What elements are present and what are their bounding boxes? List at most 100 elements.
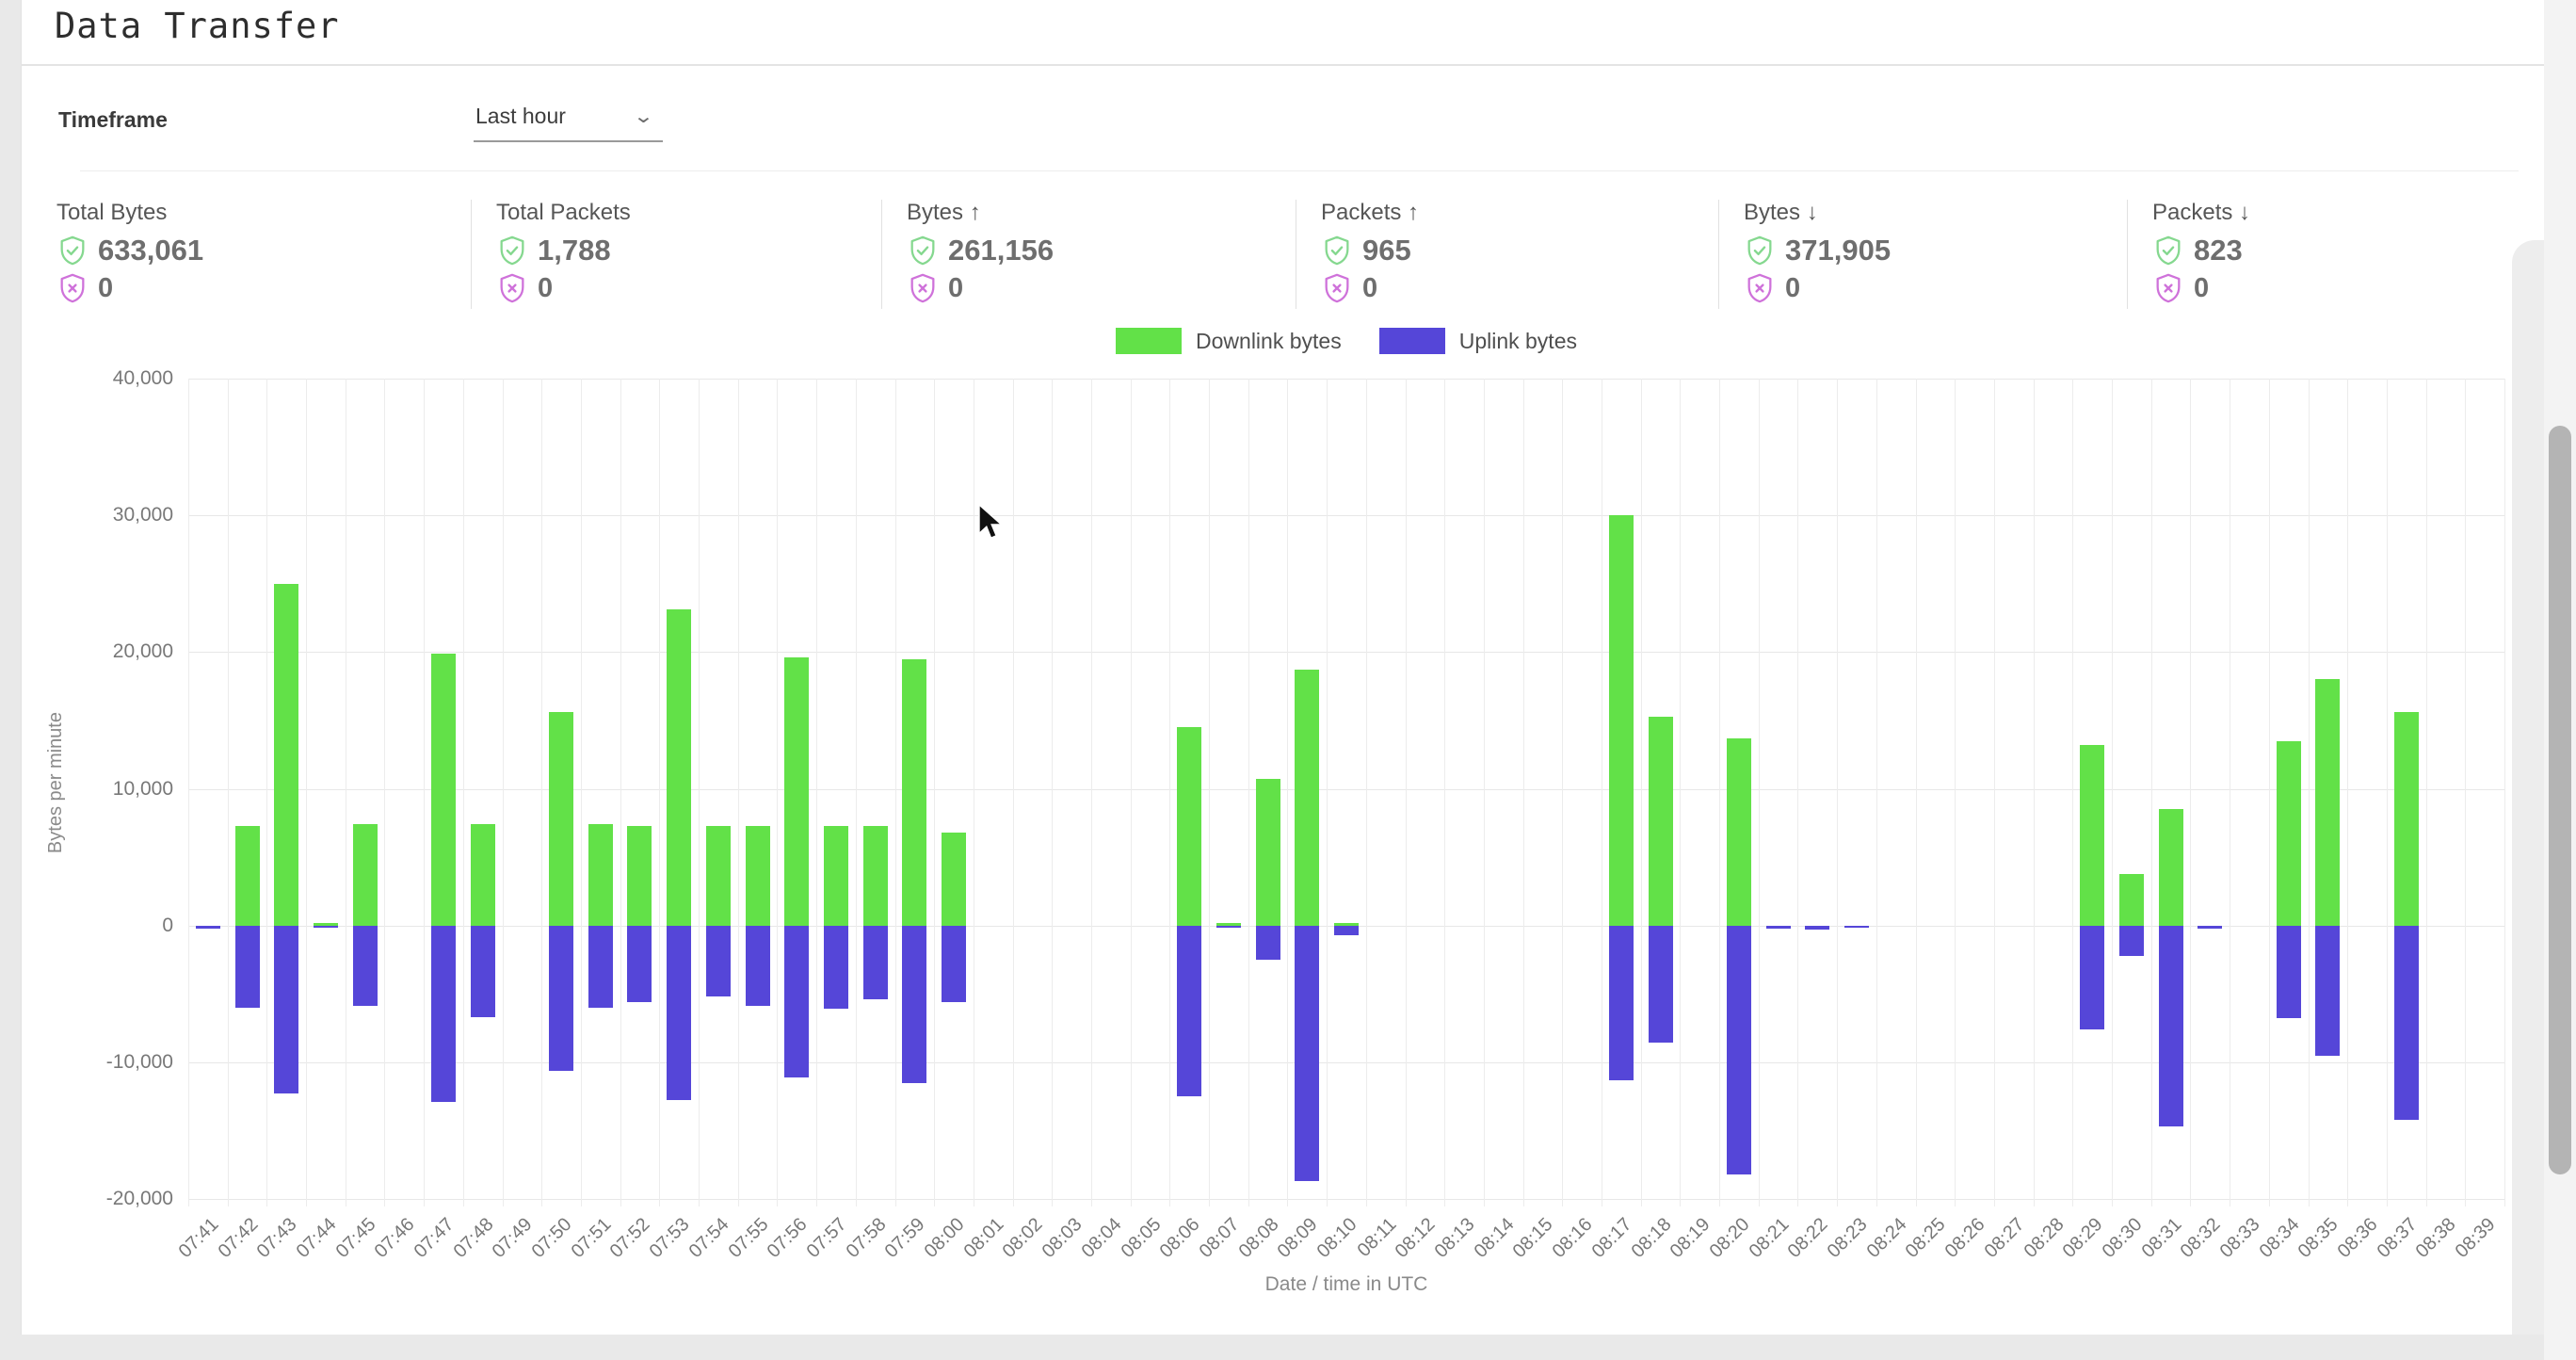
stat-err-value: 0 (1362, 272, 1378, 303)
downlink-bar-07:52[interactable] (627, 825, 652, 926)
chart-legend: Downlink bytes Uplink bytes (188, 328, 2504, 354)
downlink-bar-07:42[interactable] (234, 825, 260, 926)
downlink-bar-07:48[interactable] (470, 824, 495, 926)
downlink-bar-07:51[interactable] (588, 824, 613, 926)
uplink-bar-08:08[interactable] (1255, 925, 1280, 960)
stat-card: Total Bytes 633,061 0 (56, 200, 471, 309)
downlink-bar-08:18[interactable] (1648, 716, 1673, 926)
scrollbar-thumb[interactable] (2549, 426, 2571, 1174)
y-axis-tick: 30,000 (112, 504, 173, 526)
downlink-bar-07:54[interactable] (705, 825, 731, 926)
legend-swatch (1116, 328, 1183, 354)
downlink-bar-08:17[interactable] (1608, 515, 1634, 926)
downlink-bar-08:06[interactable] (1177, 727, 1202, 926)
uplink-bar-07:52[interactable] (627, 925, 652, 1002)
stat-label: Total Bytes (56, 200, 168, 225)
uplink-bar-07:43[interactable] (274, 925, 299, 1094)
gridline-vertical (1719, 379, 1721, 1206)
uplink-bar-07:57[interactable] (823, 925, 848, 1010)
uplink-bar-07:59[interactable] (902, 925, 927, 1083)
timeframe-select[interactable]: Last hour ⌄ (474, 98, 663, 142)
uplink-bar-08:34[interactable] (2276, 925, 2301, 1019)
uplink-bar-07:51[interactable] (588, 925, 613, 1008)
downlink-bar-08:08[interactable] (1255, 779, 1280, 926)
uplink-bar-08:10[interactable] (1334, 925, 1359, 935)
uplink-bar-08:00[interactable] (942, 925, 967, 1002)
gridline-vertical (2268, 379, 2270, 1206)
uplink-bar-07:56[interactable] (784, 925, 810, 1077)
uplink-bar-08:09[interactable] (1295, 925, 1320, 1182)
uplink-bar-08:06[interactable] (1177, 925, 1202, 1097)
uplink-bar-08:07[interactable] (1216, 925, 1241, 928)
uplink-bar-07:48[interactable] (470, 925, 495, 1017)
downlink-bar-08:34[interactable] (2276, 740, 2301, 926)
downlink-bar-07:44[interactable] (313, 923, 338, 926)
stat-ok-value: 633,061 (98, 234, 204, 267)
downlink-bar-08:10[interactable] (1334, 923, 1359, 926)
gridline-vertical (1090, 379, 1092, 1206)
downlink-bar-07:43[interactable] (274, 583, 299, 926)
stat-card: Packets ↑ 965 0 (1296, 200, 1718, 309)
uplink-bar-08:20[interactable] (1726, 925, 1751, 1174)
uplink-bar-07:42[interactable] (234, 925, 260, 1008)
uplink-bar-08:17[interactable] (1608, 925, 1634, 1080)
gridline-vertical (1915, 379, 1917, 1206)
uplink-bar-07:58[interactable] (862, 925, 888, 1000)
downlink-bar-08:37[interactable] (2393, 712, 2419, 926)
gridline-vertical (2425, 379, 2427, 1206)
uplink-bar-07:44[interactable] (313, 925, 338, 928)
legend-item-downlink-bytes[interactable]: Downlink bytes (1116, 328, 1342, 354)
legend-item-uplink-bytes[interactable]: Uplink bytes (1378, 328, 1577, 354)
uplink-bar-08:21[interactable] (1765, 925, 1791, 930)
uplink-bar-07:55[interactable] (745, 925, 770, 1007)
uplink-bar-08:23[interactable] (1844, 925, 1870, 928)
shield-x-icon (500, 273, 524, 303)
gridline-vertical (462, 379, 464, 1206)
uplink-bar-08:29[interactable] (2080, 925, 2105, 1029)
uplink-bar-08:30[interactable] (2118, 925, 2144, 956)
downlink-bar-07:45[interactable] (352, 824, 378, 926)
shield-check-icon (910, 235, 935, 266)
downlink-bar-07:47[interactable] (431, 653, 457, 926)
downlink-bar-08:35[interactable] (2315, 679, 2341, 926)
uplink-bar-08:22[interactable] (1805, 925, 1830, 930)
downlink-bar-07:53[interactable] (667, 609, 692, 926)
downlink-bar-07:57[interactable] (823, 825, 848, 926)
uplink-bar-08:31[interactable] (2158, 925, 2183, 1127)
shield-x-icon (60, 273, 85, 303)
downlink-bar-08:20[interactable] (1726, 737, 1751, 926)
downlink-bar-07:56[interactable] (784, 657, 810, 926)
downlink-bar-08:30[interactable] (2118, 873, 2144, 926)
uplink-bar-08:37[interactable] (2393, 925, 2419, 1120)
gridline-vertical (1993, 379, 1995, 1206)
gridline-vertical (659, 379, 661, 1206)
gridline-vertical (580, 379, 582, 1206)
uplink-bar-07:50[interactable] (549, 925, 574, 1071)
downlink-bar-08:29[interactable] (2080, 745, 2105, 926)
downlink-bar-07:58[interactable] (862, 825, 888, 926)
downlink-bar-07:59[interactable] (902, 658, 927, 926)
uplink-bar-07:53[interactable] (667, 925, 692, 1101)
stat-label: Bytes ↑ (907, 200, 981, 225)
downlink-bar-08:09[interactable] (1295, 670, 1320, 926)
downlink-bar-08:07[interactable] (1216, 923, 1241, 926)
gridline-vertical (1483, 379, 1485, 1206)
downlink-bar-07:55[interactable] (745, 825, 770, 926)
gridline-vertical (2072, 379, 2074, 1206)
gridline-vertical (2150, 379, 2152, 1206)
downlink-bar-08:31[interactable] (2158, 809, 2183, 926)
uplink-bar-07:47[interactable] (431, 925, 457, 1102)
uplink-bar-07:54[interactable] (705, 925, 731, 997)
uplink-bar-07:45[interactable] (352, 925, 378, 1007)
gridline-vertical (502, 379, 504, 1206)
legend-label: Uplink bytes (1458, 328, 1577, 353)
x-axis-title: Date / time in UTC (1264, 1273, 1428, 1295)
shield-check-icon (60, 235, 85, 266)
uplink-bar-08:32[interactable] (2198, 925, 2223, 930)
downlink-bar-07:50[interactable] (549, 712, 574, 926)
shield-x-icon (2156, 273, 2181, 303)
uplink-bar-08:18[interactable] (1648, 925, 1673, 1044)
uplink-bar-08:35[interactable] (2315, 925, 2341, 1056)
downlink-bar-08:00[interactable] (942, 832, 967, 926)
uplink-bar-07:41[interactable] (195, 925, 220, 930)
